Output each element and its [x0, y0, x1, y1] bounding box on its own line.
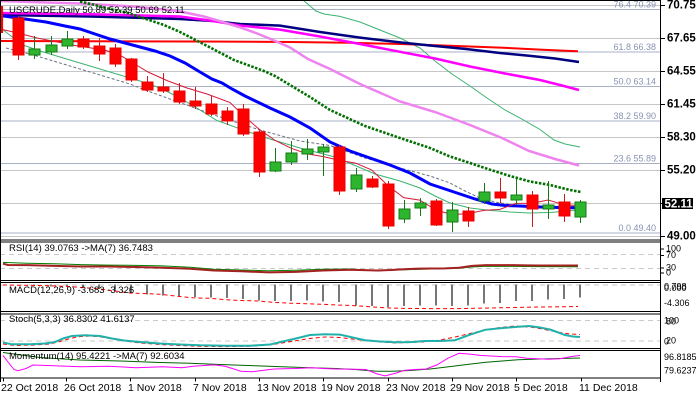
svg-text:80: 80 — [666, 317, 676, 327]
svg-text:22 Oct 2018: 22 Oct 2018 — [1, 382, 58, 394]
svg-text:0.000: 0.000 — [664, 283, 687, 293]
svg-text:5 Dec 2018: 5 Dec 2018 — [514, 382, 568, 394]
svg-text:70.75: 70.75 — [667, 0, 696, 12]
svg-text:20: 20 — [666, 336, 676, 346]
svg-text:1 Nov 2018: 1 Nov 2018 — [128, 382, 182, 394]
svg-text:7 Nov 2018: 7 Nov 2018 — [193, 382, 247, 394]
svg-text:64.55: 64.55 — [667, 66, 696, 78]
svg-text:50.0 63.14: 50.0 63.14 — [613, 77, 656, 87]
svg-text:70: 70 — [666, 250, 676, 260]
svg-text:23 Nov 2018: 23 Nov 2018 — [386, 382, 446, 394]
svg-text:26 Oct 2018: 26 Oct 2018 — [64, 382, 121, 394]
svg-text:MACD(12,26,9) -3.683 -3.326: MACD(12,26,9) -3.683 -3.326 — [9, 285, 134, 296]
svg-text:61.45: 61.45 — [667, 99, 696, 111]
svg-text:0: 0 — [666, 268, 671, 278]
svg-text:0.0 49.40: 0.0 49.40 — [618, 223, 656, 233]
svg-text:67.65: 67.65 — [667, 33, 696, 45]
svg-text:11 Dec 2018: 11 Dec 2018 — [579, 382, 638, 394]
svg-text:0: 0 — [664, 337, 669, 347]
svg-text:100: 100 — [666, 244, 681, 254]
svg-text:19 Nov 2018: 19 Nov 2018 — [321, 382, 381, 394]
svg-text:58.30: 58.30 — [667, 132, 696, 144]
svg-text:-4.306: -4.306 — [664, 298, 690, 308]
svg-text:79.6237: 79.6237 — [664, 366, 697, 376]
svg-text:23.6 55.89: 23.6 55.89 — [613, 154, 656, 164]
svg-text:100: 100 — [664, 316, 679, 326]
svg-text:49.00: 49.00 — [667, 231, 696, 243]
svg-text:55.20: 55.20 — [667, 165, 696, 177]
svg-text:RSI(14) 39.0763 ->MA(7) 36.74: RSI(14) 39.0763 ->MA(7) 36.7483 — [9, 243, 153, 254]
svg-text:0.798: 0.798 — [664, 282, 687, 292]
svg-text:96.8185: 96.8185 — [664, 352, 697, 362]
svg-text:USCRUDE,Daily 50.89 52.39 50.: USCRUDE,Daily 50.89 52.39 50.69 52.11 — [9, 5, 185, 16]
svg-text:Momentum(14) 95.4221 ->MA(7): Momentum(14) 95.4221 ->MA(7) 92.6034 — [9, 351, 185, 362]
svg-text:61.8 66.38: 61.8 66.38 — [613, 42, 656, 52]
svg-text:52.11: 52.11 — [665, 199, 694, 211]
svg-text:13 Nov 2018: 13 Nov 2018 — [257, 382, 317, 394]
svg-text:Stoch(5,3,3) 36.8302 41.6137: Stoch(5,3,3) 36.8302 41.6137 — [9, 314, 135, 325]
svg-text:30: 30 — [666, 263, 676, 273]
svg-text:29 Nov 2018: 29 Nov 2018 — [450, 382, 510, 394]
svg-text:38.2 59.90: 38.2 59.90 — [613, 111, 656, 121]
svg-text:76.4 70.39: 76.4 70.39 — [613, 0, 656, 10]
